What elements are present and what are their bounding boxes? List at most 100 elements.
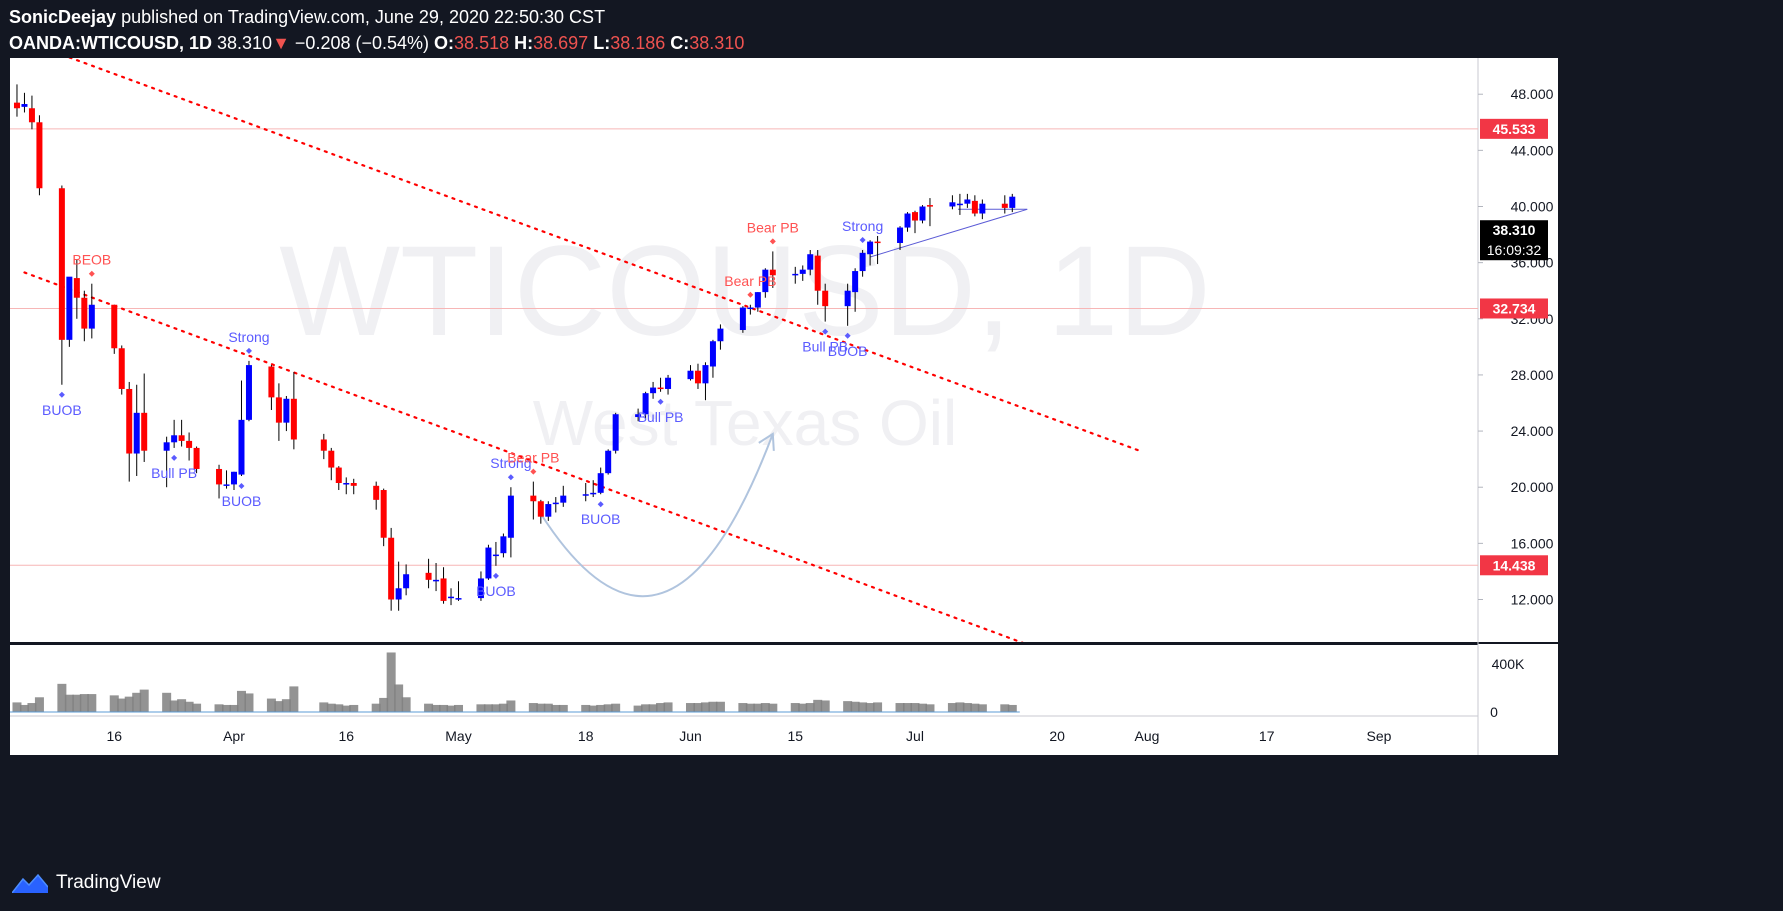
volume-bar [27, 703, 37, 712]
volume-bar [57, 683, 67, 712]
time-tick-label: Jun [679, 728, 702, 744]
author-name[interactable]: SonicDeejay [9, 7, 117, 27]
signal-label: Strong [228, 329, 269, 345]
volume-bar [19, 704, 29, 712]
signal-diamond-icon [657, 398, 664, 405]
signal-diamond-icon [88, 270, 95, 277]
volume-bar [162, 692, 172, 712]
volume-bar [214, 704, 224, 712]
candle-body [694, 370, 701, 384]
candle-body [126, 388, 133, 454]
candle-body [897, 227, 904, 243]
signal-diamond-icon [747, 291, 754, 298]
candle-body [245, 365, 252, 420]
candle-body [904, 213, 911, 228]
volume-tick-label: 0 [1490, 704, 1498, 720]
candle-body [545, 504, 552, 517]
time-tick-label: 16 [338, 728, 354, 744]
signal-diamond-icon [58, 391, 65, 398]
candle-body [769, 269, 776, 276]
candle-body [485, 547, 492, 579]
volume-bar [656, 703, 666, 712]
candle-body [709, 341, 716, 367]
signal-diamond-icon [507, 474, 514, 481]
price-pane [10, 58, 1478, 642]
volume-bar [700, 702, 710, 712]
volume-bar [790, 703, 800, 712]
price-tick-label: 16.000 [1511, 535, 1554, 551]
volume-bar [476, 704, 486, 712]
signal-label: Bull PB [802, 339, 848, 355]
watermark-symbol: WTICOUSD, 1D [279, 220, 1211, 363]
price-tick-label: 48.000 [1511, 86, 1554, 102]
candle-body [433, 579, 440, 582]
candle-body [403, 574, 410, 589]
volume-bar [132, 692, 142, 712]
close-value: 38.310 [689, 33, 745, 53]
signal-diamond-icon [859, 237, 866, 244]
candle-body [919, 206, 926, 221]
candle-body [582, 494, 589, 496]
candle-body [612, 414, 619, 451]
candle-body [747, 307, 754, 310]
candle-body [642, 393, 649, 415]
candle-body [111, 304, 118, 349]
candle-body [171, 435, 178, 443]
tradingview-logo-icon [12, 873, 48, 893]
volume-bar [498, 703, 508, 712]
candle-body [186, 440, 193, 448]
candle-body [118, 348, 125, 389]
volume-bar [903, 703, 913, 712]
candle-body [650, 387, 657, 394]
level-badge-label: 45.533 [1493, 121, 1536, 137]
signal-label: BUOB [476, 583, 516, 599]
level-badge [1480, 298, 1548, 319]
signal-label: Bear PB [747, 219, 799, 235]
volume-bar [401, 697, 411, 712]
volume-bar [236, 690, 246, 712]
signal-diamond-icon [597, 501, 604, 508]
price-tick-label: 24.000 [1511, 423, 1554, 439]
candle-body [88, 304, 95, 329]
volume-bar [379, 697, 389, 712]
candle-body [949, 202, 956, 207]
volume-bar [229, 704, 239, 712]
volume-bar [1000, 704, 1010, 712]
volume-bar [910, 703, 920, 712]
candle-body [979, 203, 986, 214]
candle-body [373, 485, 380, 500]
time-tick-label: 17 [1259, 728, 1275, 744]
candle-body [964, 199, 971, 204]
signal-label: BUOB [222, 493, 262, 509]
volume-bar [603, 704, 613, 712]
volume-bar [543, 703, 553, 712]
candle-body [283, 398, 290, 423]
volume-bar [843, 701, 853, 712]
tradingview-brand[interactable]: TradingView [12, 868, 161, 898]
volume-bar [222, 704, 232, 712]
signal-label: Bear PB [507, 450, 559, 466]
volume-bar [648, 704, 658, 712]
volume-bar [858, 702, 868, 712]
candle-body [912, 212, 918, 221]
volume-bar [446, 705, 456, 712]
candle-body [492, 554, 499, 557]
lower-trendline [23, 271, 1024, 642]
volume-bar [917, 703, 927, 712]
price-change: −0.208 (−0.54%) [294, 33, 430, 53]
countdown-label: 16:09:32 [1487, 242, 1542, 258]
volume-bar [536, 703, 546, 712]
volume-bar [850, 701, 860, 712]
signal-diamond-icon [238, 482, 245, 489]
high-value: 38.697 [533, 33, 589, 53]
volume-bar [753, 703, 763, 712]
candle-body [507, 495, 514, 538]
candle-body [448, 596, 455, 599]
low-label: L: [593, 33, 611, 53]
open-value: 38.518 [454, 33, 510, 53]
time-tick-label: Jul [906, 728, 924, 744]
candle-body [73, 278, 80, 298]
volume-bar [745, 703, 755, 712]
time-tick-label: Aug [1135, 728, 1160, 744]
